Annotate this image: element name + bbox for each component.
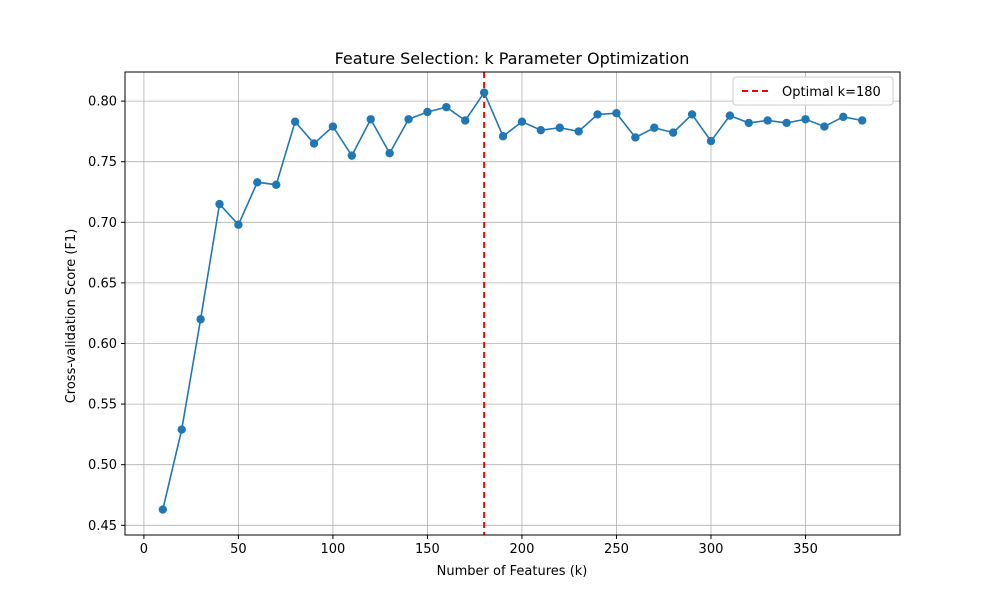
data-point — [706, 136, 716, 146]
legend: Optimal k=180 — [732, 76, 894, 106]
data-point — [385, 149, 394, 158]
data-point — [404, 115, 413, 124]
data-point — [858, 116, 867, 125]
x-axis: 0 50 100 150 200 250 300 350 — [140, 535, 818, 557]
y-tick-label: 0.60 — [88, 337, 117, 352]
y-tick-label: 0.55 — [88, 398, 117, 413]
data-point — [631, 133, 640, 142]
data-point — [442, 102, 451, 112]
data-point — [290, 117, 300, 126]
data-point — [253, 178, 262, 187]
data-point — [574, 127, 583, 136]
data-point — [215, 199, 224, 209]
chart-title: Feature Selection: k Parameter Optimizat… — [335, 49, 690, 68]
x-tick-label: 150 — [415, 542, 440, 557]
x-tick-label: 350 — [793, 542, 818, 557]
data-point — [725, 111, 735, 120]
y-axis: 0.45 0.50 0.55 0.60 0.65 0.70 0.75 0.80 — [88, 95, 125, 534]
x-axis-label: Number of Features (k) — [437, 564, 588, 579]
data-point — [801, 115, 810, 124]
x-tick-label: 300 — [699, 542, 724, 557]
data-point — [668, 128, 678, 137]
x-tick-label: 250 — [604, 542, 629, 557]
data-point — [612, 109, 621, 118]
data-point — [782, 118, 791, 128]
data-point — [461, 116, 470, 125]
data-point — [650, 123, 659, 132]
data-point — [423, 107, 432, 117]
data-point — [763, 116, 772, 125]
data-point — [479, 88, 489, 97]
x-tick-label: 200 — [510, 542, 535, 557]
y-tick-label: 0.70 — [88, 216, 117, 231]
y-tick-label: 0.80 — [88, 95, 117, 110]
plot-frame — [124, 71, 901, 536]
legend-box — [732, 76, 894, 106]
data-point — [593, 110, 602, 119]
data-point — [309, 139, 319, 148]
y-tick-label: 0.75 — [88, 155, 117, 170]
data-point — [328, 122, 338, 131]
data-point — [820, 122, 829, 131]
y-axis-label: Cross-validation Score (F1) — [64, 229, 79, 404]
series-group — [158, 88, 867, 514]
data-point — [744, 118, 753, 128]
x-tick-label: 50 — [230, 542, 247, 557]
data-point — [498, 132, 508, 141]
data-point — [839, 112, 848, 122]
data-point — [366, 115, 375, 124]
data-point — [234, 220, 243, 229]
y-tick-label: 0.65 — [88, 276, 117, 291]
data-point — [272, 180, 281, 189]
data-point — [555, 123, 564, 132]
y-tick-label: 0.45 — [88, 519, 117, 534]
data-point — [687, 110, 697, 119]
data-point — [347, 151, 357, 160]
x-tick-label: 100 — [321, 542, 346, 557]
data-point — [177, 425, 186, 434]
data-point — [158, 505, 167, 514]
x-tick-label: 0 — [140, 542, 148, 557]
y-tick-label: 0.50 — [88, 458, 117, 473]
legend-label: Optimal k=180 — [782, 85, 881, 100]
data-point — [517, 117, 527, 126]
data-point — [196, 315, 205, 324]
data-point — [536, 125, 546, 135]
grid — [125, 72, 900, 535]
